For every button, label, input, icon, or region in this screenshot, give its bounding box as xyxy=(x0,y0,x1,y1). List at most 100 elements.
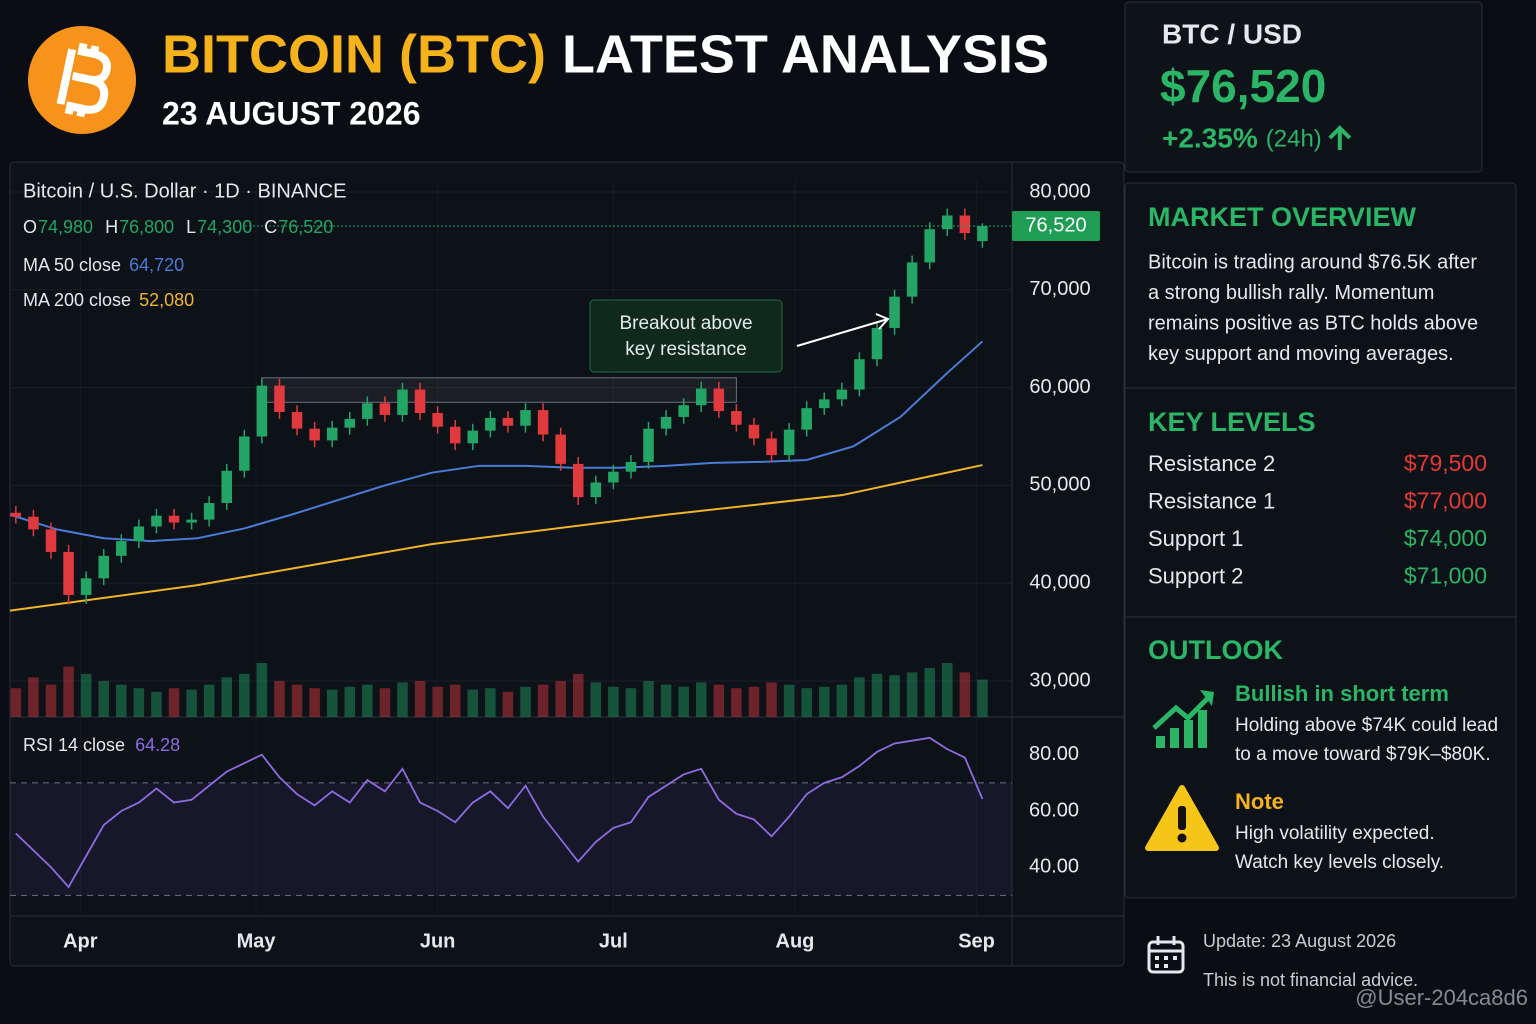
volume-bar xyxy=(520,686,531,717)
volume-bar xyxy=(818,686,830,717)
volume-bar xyxy=(432,686,443,717)
ma50-name: MA 50 close xyxy=(23,255,121,275)
candle-body xyxy=(344,418,356,428)
up-arrow xyxy=(1328,125,1352,150)
candle-body xyxy=(98,555,109,579)
volume-bar xyxy=(748,686,760,717)
volume-bar xyxy=(608,686,619,717)
volume-bar xyxy=(643,681,654,717)
candle-body xyxy=(731,411,742,425)
volume-bar xyxy=(590,682,602,717)
volume-bar xyxy=(678,686,689,717)
period: (24h) xyxy=(1266,125,1322,152)
ticker-box xyxy=(1124,1,1483,173)
overview-line: Bitcoin is trading around $76.5K after xyxy=(1148,251,1477,273)
candle-body xyxy=(221,470,233,504)
volume-bar xyxy=(256,663,268,717)
volume-bar xyxy=(239,673,250,717)
ohlc-key: H xyxy=(105,217,118,237)
candle-body xyxy=(502,417,514,426)
volume-bar xyxy=(485,688,496,717)
x-tick-label: Jun xyxy=(420,930,456,952)
volume-bar xyxy=(537,684,549,717)
rsi-line xyxy=(15,736,984,889)
ohlc-value: 76,800 xyxy=(119,217,174,237)
volume-bar xyxy=(906,672,918,717)
candle-body xyxy=(116,541,127,556)
candle-body xyxy=(326,427,338,441)
candle-body xyxy=(871,327,883,360)
ma200-value: 52,080 xyxy=(139,290,194,310)
chart-panel xyxy=(9,161,1125,967)
volume-bar xyxy=(397,682,408,717)
warning-icon xyxy=(1145,785,1219,851)
candle-body xyxy=(959,215,971,234)
volume-bar xyxy=(151,691,162,717)
overview-text: Bitcoin is trading around $76.5K after a … xyxy=(1148,251,1478,365)
level-value: $74,000 xyxy=(1404,525,1487,551)
volume-bar xyxy=(502,691,514,717)
chart: 80,000 70,000 60,000 50,000 40,000 30,000 Apr M… xyxy=(9,162,1124,966)
candle-body xyxy=(783,429,795,456)
candle-body xyxy=(151,515,162,527)
volume-bar xyxy=(133,688,145,717)
x-tick-label: Aug xyxy=(776,930,815,952)
ohlc-key: C xyxy=(264,217,277,237)
candle-body xyxy=(608,471,619,483)
levels-title: KEY LEVELS xyxy=(1148,407,1316,437)
info-panel xyxy=(1124,182,1517,899)
volume-bar xyxy=(221,677,233,717)
outlook-line: High volatility expected. xyxy=(1235,823,1435,844)
x-tick-label: Apr xyxy=(63,930,98,952)
volume-bar xyxy=(10,688,22,717)
volume-bar xyxy=(414,681,426,717)
annotation-box xyxy=(589,299,783,373)
y-tick-label: 80,000 xyxy=(1029,180,1090,202)
title-rest: LATEST ANALYSIS xyxy=(562,24,1049,84)
level-value: $71,000 xyxy=(1404,563,1487,589)
volume-bar xyxy=(871,673,883,717)
candle-body xyxy=(572,463,584,498)
volume-bar xyxy=(28,677,39,717)
volume-bar xyxy=(291,684,303,717)
level-label: Support 1 xyxy=(1148,526,1243,551)
volume-bar xyxy=(977,679,988,717)
last-price-tag xyxy=(1012,211,1100,242)
candle-body xyxy=(432,413,443,427)
y-tick-label: 60,000 xyxy=(1029,376,1090,398)
candle-body xyxy=(942,215,953,230)
bullish-icon xyxy=(1152,690,1214,748)
y-tick-label: 70,000 xyxy=(1029,278,1090,300)
rsi-tick-label: 80.00 xyxy=(1029,743,1079,765)
candle-body xyxy=(766,438,777,456)
ma200-line xyxy=(9,464,983,612)
volume-bar xyxy=(555,681,566,717)
chart-title: Bitcoin / U.S. Dollar · 1D · BINANCE xyxy=(23,180,346,202)
volume-bar xyxy=(836,684,848,717)
candle-body xyxy=(28,516,39,530)
candle-body xyxy=(713,388,725,412)
candle-body xyxy=(379,403,391,415)
outlook-heading: Note xyxy=(1235,789,1284,814)
candle-body xyxy=(485,417,496,431)
annotation: Breakout above key resistance xyxy=(619,313,752,360)
candle-body xyxy=(274,385,285,413)
candle-body xyxy=(291,412,303,429)
volume-bar xyxy=(116,684,127,717)
volume-bar xyxy=(326,689,338,717)
volume-bar xyxy=(80,673,92,717)
volume-bar xyxy=(344,686,356,717)
candle-body xyxy=(256,385,268,437)
overview-title: MARKET OVERVIEW xyxy=(1148,202,1417,232)
candle-body xyxy=(555,434,566,464)
volume-bar xyxy=(309,688,320,717)
level-label: Resistance 1 xyxy=(1148,488,1275,513)
candle-body xyxy=(854,359,865,390)
outlook-line: Watch key levels closely. xyxy=(1235,852,1444,873)
candle-body xyxy=(309,428,320,441)
outlook-title: OUTLOOK xyxy=(1148,635,1283,665)
ma50-line xyxy=(9,340,984,543)
volume-bar xyxy=(467,689,479,717)
outlook-items: Bullish in short term Holding above $74K … xyxy=(1235,681,1498,873)
